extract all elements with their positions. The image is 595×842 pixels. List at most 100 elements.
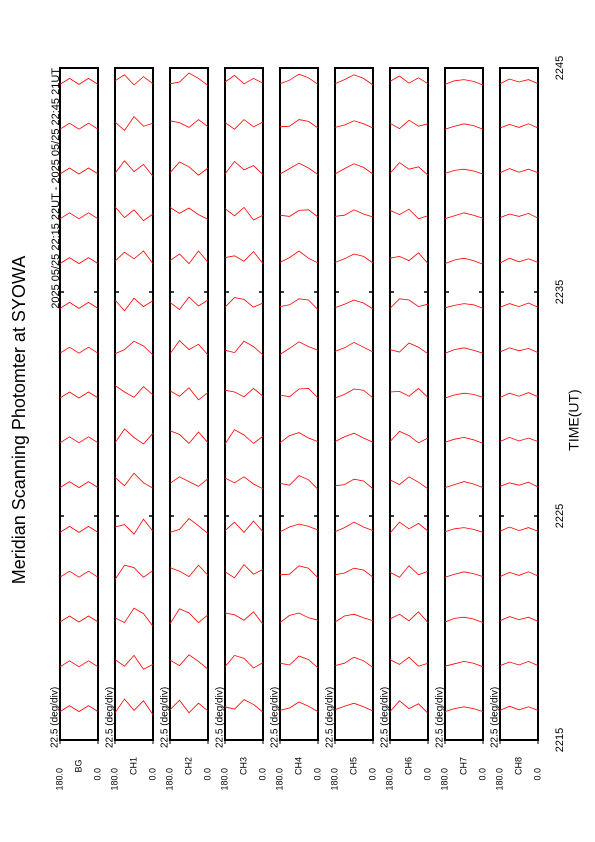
scan-line	[59, 167, 99, 175]
scan-line	[279, 119, 319, 129]
panel-frame	[114, 67, 154, 741]
scan-line	[334, 432, 374, 443]
channel-label: CH2	[183, 757, 193, 775]
x-axis-label: TIME(UT)	[566, 389, 582, 450]
scan-line	[279, 432, 319, 444]
scan-line	[444, 303, 484, 309]
scan-line	[59, 481, 99, 489]
scan-line	[499, 571, 539, 577]
scan-line	[114, 297, 154, 312]
y-tick-label: 0.0	[477, 768, 487, 781]
scan-line	[114, 385, 154, 398]
scan-line	[279, 701, 319, 712]
scan-line	[224, 250, 264, 264]
scan-line	[334, 521, 374, 533]
scan-line	[59, 525, 99, 533]
scan-line	[224, 160, 264, 175]
scan-line	[499, 705, 539, 711]
scan-line	[444, 660, 484, 668]
scan-line	[444, 79, 484, 86]
y-tick-label: 0.0	[367, 768, 377, 781]
scan-line	[169, 430, 209, 444]
channel-label: CH7	[458, 757, 468, 775]
panel-frame	[169, 67, 209, 741]
y-tick-label: 180.0	[384, 768, 394, 791]
scan-line	[389, 430, 429, 444]
y-tick-label: 180.0	[219, 768, 229, 791]
scan-line	[59, 257, 99, 265]
scale-label: 22.5 (deg/div)	[105, 687, 116, 748]
scan-line	[279, 655, 319, 669]
scan-line	[444, 616, 484, 623]
scan-line	[114, 250, 154, 264]
scan-line	[334, 299, 374, 310]
scan-line	[499, 392, 539, 398]
scan-line	[499, 616, 539, 622]
scan-line	[389, 162, 429, 176]
panel-frame	[279, 67, 319, 741]
scan-line	[334, 613, 374, 623]
scan-line	[114, 654, 154, 670]
scan-line	[224, 387, 264, 398]
channel-label: CH6	[403, 757, 413, 775]
scan-line	[279, 209, 319, 218]
scan-line	[169, 296, 209, 311]
scan-line	[499, 660, 539, 666]
scan-line	[444, 168, 484, 175]
scan-line	[224, 340, 264, 356]
scan-line	[334, 702, 374, 712]
scan-line	[224, 699, 264, 713]
chart-title: Meridian Scanning Photomter at SYOWA	[9, 256, 29, 584]
scan-line	[224, 74, 264, 85]
scan-line	[389, 565, 429, 578]
scan-line	[499, 436, 539, 442]
scan-line	[389, 252, 429, 264]
scan-line	[389, 298, 429, 309]
scan-line	[389, 119, 429, 130]
y-tick-label: 0.0	[257, 768, 267, 781]
scan-line	[224, 611, 264, 625]
scan-line	[279, 298, 319, 310]
x-tick-label: 2245	[554, 56, 566, 80]
scan-line	[169, 518, 209, 534]
scan-line	[224, 297, 264, 308]
scan-line	[169, 207, 209, 220]
scan-line	[389, 75, 429, 85]
x-tick-label: 2235	[554, 280, 566, 304]
scan-line	[224, 119, 264, 130]
scan-line	[389, 342, 429, 355]
scan-line	[169, 250, 209, 265]
scan-line	[169, 72, 209, 86]
scan-line	[114, 160, 154, 177]
scan-line	[334, 388, 374, 399]
scan-line	[279, 250, 319, 264]
panel-frame	[334, 67, 374, 741]
scale-label: 22.5 (deg/div)	[50, 687, 61, 748]
scan-line	[59, 570, 99, 578]
scale-label: 22.5 (deg/div)	[270, 687, 281, 748]
scan-line	[499, 347, 539, 353]
scan-line	[279, 162, 319, 175]
y-tick-label: 180.0	[274, 768, 284, 791]
scan-line	[279, 73, 319, 85]
x-tick-label: 2225	[554, 504, 566, 528]
scan-line	[114, 472, 154, 489]
scan-line	[279, 565, 319, 579]
y-tick-label: 0.0	[312, 768, 322, 781]
scan-line	[279, 341, 319, 355]
scan-line	[389, 656, 429, 667]
scan-line	[114, 698, 154, 715]
scale-label: 22.5 (deg/div)	[215, 687, 226, 748]
scan-line	[444, 481, 484, 488]
scan-line	[334, 341, 374, 353]
y-tick-label: 0.0	[532, 768, 542, 781]
x-tick-label: 2215	[554, 728, 566, 752]
scan-line	[389, 700, 429, 714]
scan-line	[499, 257, 539, 264]
scan-line	[224, 563, 264, 579]
scan-line	[279, 475, 319, 490]
scan-line	[499, 212, 539, 219]
scan-line	[334, 656, 374, 668]
panel-frame	[444, 67, 484, 741]
